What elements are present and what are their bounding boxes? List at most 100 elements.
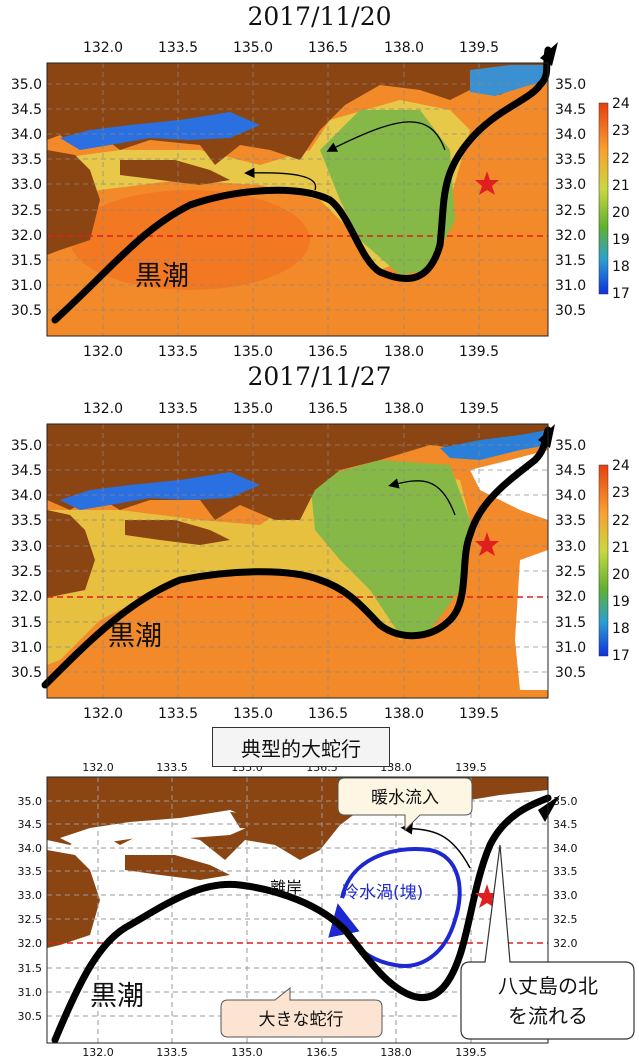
svg-text:135.0: 135.0 [233,40,273,56]
warm-inflow-callout: 暖水流入 [337,777,473,832]
svg-text:33.0: 33.0 [11,539,42,555]
svg-text:139.5: 139.5 [455,761,487,774]
panel1-warm-inflow-arrow [326,121,446,152]
svg-text:139.5: 139.5 [459,401,499,417]
hachijo-text-line1: 八丈島の北 [498,974,598,998]
svg-text:133.5: 133.5 [158,401,198,417]
panel1-map: 黒潮 [46,42,558,337]
schematic-kuroshio-arrowhead [538,795,560,822]
svg-text:132.0: 132.0 [82,761,114,774]
svg-text:138.0: 138.0 [384,40,424,56]
svg-text:35.0: 35.0 [11,438,42,454]
panel2-x-ticks-top: 132.0 133.5 135.0 136.5 138.0 139.5 [83,401,499,417]
svg-text:33.0: 33.0 [555,539,586,555]
svg-text:139.5: 139.5 [455,1046,487,1059]
svg-text:32.5: 32.5 [555,203,586,219]
panel2-colorbar: 24 23 22 21 20 19 18 17 [598,458,630,664]
panel1-x-ticks-bottom: 132.0 133.5 135.0 136.5 138.0 139.5 [83,344,499,360]
svg-text:34.0: 34.0 [11,127,42,143]
svg-text:136.5: 136.5 [308,706,348,722]
svg-text:133.5: 133.5 [156,761,188,774]
panel2-title: 2017/11/27 [247,362,392,391]
panel1-x-ticks-top: 132.0 133.5 135.0 136.5 138.0 139.5 [83,40,499,56]
panel1-kuroshio-path [51,46,552,324]
svg-text:138.0: 138.0 [384,706,424,722]
large-meander-callout: 大きな蛇行 [220,986,383,1038]
svg-text:139.5: 139.5 [459,40,499,56]
svg-text:35.0: 35.0 [11,77,42,93]
svg-text:34.0: 34.0 [11,488,42,504]
svg-text:132.0: 132.0 [82,1046,114,1059]
warm-inflow-text: 暖水流入 [371,788,439,808]
svg-text:135.0: 135.0 [231,1046,263,1059]
svg-text:32.0: 32.0 [18,937,43,950]
svg-text:33.5: 33.5 [555,152,586,168]
svg-text:133.5: 133.5 [158,344,198,360]
panel1-kuroshio-arrowhead [540,42,558,66]
panel2-y-ticks-right: 35.0 34.5 34.0 33.5 33.0 32.5 32.0 31.5 … [555,438,586,681]
svg-text:21: 21 [612,540,630,556]
svg-text:32.5: 32.5 [555,564,586,580]
svg-text:33.0: 33.0 [11,177,42,193]
svg-text:34.5: 34.5 [555,102,586,118]
panel1-hachijojima-star [475,171,499,195]
svg-text:34.5: 34.5 [18,818,43,831]
svg-text:20: 20 [612,567,630,583]
svg-text:32.0: 32.0 [553,937,578,950]
panel1-y-ticks-left: 35.0 34.5 34.0 33.5 33.0 32.5 32.0 31.5 … [11,77,42,319]
svg-text:136.5: 136.5 [308,40,348,56]
svg-text:133.5: 133.5 [158,706,198,722]
svg-text:31.0: 31.0 [555,278,586,294]
svg-text:31.5: 31.5 [11,615,42,631]
hachijo-callout: 八丈島の北 を流れる [460,844,635,1040]
panel2-kuroshio-label: 黒潮 [108,621,162,652]
schematic-x-ticks-bottom: 132.0 133.5 135.0 136.5 138.0 139.5 [82,1046,487,1059]
schematic-warm-inflow-arrow [400,822,471,869]
svg-text:133.5: 133.5 [158,40,198,56]
svg-text:32.0: 32.0 [11,228,42,244]
svg-text:17: 17 [612,648,630,664]
svg-text:132.0: 132.0 [83,40,123,56]
svg-text:135.0: 135.0 [233,706,273,722]
svg-text:35.0: 35.0 [555,438,586,454]
svg-text:34.5: 34.5 [553,818,578,831]
svg-text:33.0: 33.0 [553,889,578,902]
svg-text:24: 24 [612,458,630,474]
svg-text:19: 19 [612,594,630,610]
svg-text:33.5: 33.5 [11,152,42,168]
svg-text:32.5: 32.5 [18,913,43,926]
svg-text:32.5: 32.5 [11,564,42,580]
svg-text:24: 24 [612,96,630,112]
svg-text:35.0: 35.0 [555,77,586,93]
svg-text:135.0: 135.0 [233,344,273,360]
large-meander-text: 大きな蛇行 [259,1010,344,1030]
svg-text:34.0: 34.0 [555,488,586,504]
svg-text:32.0: 32.0 [11,589,42,605]
svg-text:34.5: 34.5 [11,463,42,479]
svg-text:132.0: 132.0 [83,344,123,360]
svg-text:31.0: 31.0 [18,986,43,999]
cold-eddy-loop [328,847,462,968]
svg-text:32.0: 32.0 [555,589,586,605]
svg-text:33.5: 33.5 [555,513,586,529]
svg-text:33.5: 33.5 [11,513,42,529]
svg-text:30.5: 30.5 [555,303,586,319]
panel2-kuroshio-arrowhead [538,424,555,448]
schematic-kuroshio-path [51,794,552,1044]
svg-text:22: 22 [612,513,630,529]
svg-text:30.5: 30.5 [18,1010,43,1023]
svg-text:33.0: 33.0 [555,177,586,193]
svg-text:33.5: 33.5 [553,865,578,878]
svg-text:32.5: 32.5 [553,913,578,926]
svg-text:34.0: 34.0 [553,842,578,855]
offshore-label: 離岸 [270,878,302,897]
svg-text:138.0: 138.0 [384,401,424,417]
svg-text:34.5: 34.5 [555,463,586,479]
cold-eddy-label: 冷水渦(塊) [342,883,423,903]
svg-text:34.0: 34.0 [555,127,586,143]
svg-text:22: 22 [612,151,630,167]
svg-text:33.5: 33.5 [18,865,43,878]
panel2-y-ticks-left: 35.0 34.5 34.0 33.5 33.0 32.5 32.0 31.5 … [11,438,42,681]
svg-text:34.0: 34.0 [18,842,43,855]
